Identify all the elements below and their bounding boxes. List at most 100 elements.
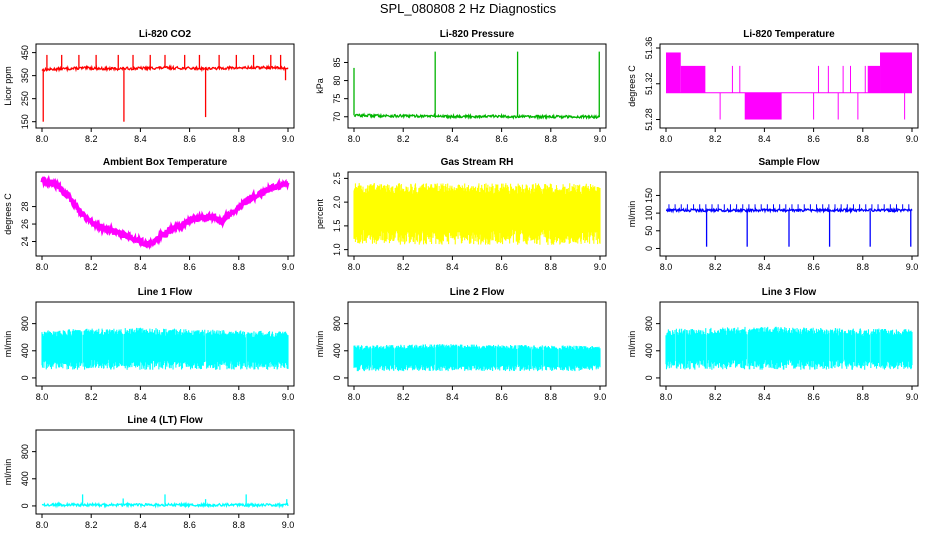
plot-frame xyxy=(659,301,919,387)
y-tick-label: 85 xyxy=(332,57,342,67)
plot-frame xyxy=(35,171,295,257)
x-tick-label: 8.2 xyxy=(709,392,722,402)
y-axis-label: degrees C xyxy=(3,193,13,235)
y-axis-label: degrees C xyxy=(627,65,637,107)
y-tick-label: 1.5 xyxy=(332,220,342,233)
y-axis-label: percent xyxy=(315,198,325,229)
x-tick-label: 8.8 xyxy=(233,392,246,402)
x-tick-label: 8.2 xyxy=(709,134,722,144)
chart-title: Li-820 CO2 xyxy=(139,29,192,40)
x-tick-label: 8.8 xyxy=(233,134,246,144)
x-tick-label: 8.2 xyxy=(85,392,98,402)
x-tick-label: 8.4 xyxy=(134,262,147,272)
x-tick-label: 8.4 xyxy=(134,392,147,402)
x-tick-label: 8.0 xyxy=(36,262,49,272)
x-tick-label: 8.8 xyxy=(233,520,246,530)
x-tick-label: 8.0 xyxy=(660,392,673,402)
y-tick-label: 350 xyxy=(20,68,30,83)
y-tick-label: 51.32 xyxy=(644,72,654,95)
y-tick-label: 800 xyxy=(644,316,654,331)
figure-title: SPL_080808 2 Hz Diagnostics xyxy=(379,1,557,16)
x-tick-label: 8.8 xyxy=(545,262,558,272)
x-tick-label: 9.0 xyxy=(906,134,919,144)
series-5 xyxy=(353,183,601,245)
plot-frame xyxy=(659,171,919,257)
x-tick-label: 8.6 xyxy=(183,262,196,272)
y-tick-label: 100 xyxy=(644,206,654,221)
chart-panel-6: Sample Flow ml/min 8.0 8.2 8.4 8.6 8.8 9.0 0 50 10… xyxy=(627,157,919,272)
x-tick-label: 8.8 xyxy=(233,262,246,272)
chart-panel-2: Li-820 Pressure kPa 8.0 8.2 8.4 8.6 8.8 9.0 70 75… xyxy=(315,29,607,144)
y-tick-label: 800 xyxy=(332,316,342,331)
x-tick-label: 8.2 xyxy=(397,392,410,402)
y-tick-label: 400 xyxy=(644,343,654,358)
x-tick-label: 8.4 xyxy=(134,134,147,144)
x-tick-label: 8.6 xyxy=(183,392,196,402)
x-tick-label: 8.4 xyxy=(446,262,459,272)
x-tick-label: 8.0 xyxy=(660,134,673,144)
plot-frame xyxy=(347,171,607,257)
chart-title: Ambient Box Temperature xyxy=(103,157,228,168)
y-axis-label: Licor ppm xyxy=(3,66,13,106)
temperature-band xyxy=(744,92,782,120)
chart-panel-10: Line 4 (LT) Flow ml/min 8.0 8.2 8.4 8.6 8.8 9.0… xyxy=(3,415,295,530)
y-axis-label: ml/min xyxy=(627,201,637,228)
series-band xyxy=(41,327,289,370)
chart-panel-1: Li-820 CO2 Licor ppm 8.0 8.2 8.4 8.6 8.8 9.0 150… xyxy=(3,29,295,144)
x-tick-label: 8.6 xyxy=(183,134,196,144)
x-tick-label: 8.6 xyxy=(807,392,820,402)
chart-title: Line 1 Flow xyxy=(138,287,193,298)
chart-title: Gas Stream RH xyxy=(441,157,514,168)
x-tick-label: 8.0 xyxy=(348,134,361,144)
x-tick-label: 8.0 xyxy=(348,392,361,402)
chart-title: Line 3 Flow xyxy=(762,287,817,298)
y-tick-label: 0 xyxy=(20,503,30,508)
x-tick-label: 9.0 xyxy=(594,262,607,272)
y-axis-label: ml/min xyxy=(627,331,637,358)
chart-title: Line 4 (LT) Flow xyxy=(127,415,203,426)
chart-panel-5: Gas Stream RH percent 8.0 8.2 8.4 8.6 8.8 9.0 1.… xyxy=(315,157,607,272)
x-tick-label: 8.4 xyxy=(758,392,771,402)
series-6 xyxy=(665,204,913,247)
y-tick-label: 26 xyxy=(20,219,30,229)
y-tick-label: 70 xyxy=(332,112,342,122)
y-tick-label: 0 xyxy=(332,375,342,380)
y-tick-label: 51.28 xyxy=(644,108,654,131)
x-tick-label: 8.2 xyxy=(709,262,722,272)
y-axis-label: ml/min xyxy=(3,331,13,358)
y-tick-label: 51.36 xyxy=(644,37,654,60)
x-tick-label: 8.6 xyxy=(807,262,820,272)
series-band xyxy=(665,326,913,370)
x-tick-label: 9.0 xyxy=(282,262,295,272)
plot-frame xyxy=(35,429,295,515)
y-axis-label: ml/min xyxy=(3,459,13,486)
y-axis-label: kPa xyxy=(315,78,325,94)
temperature-band xyxy=(666,52,681,93)
series-9 xyxy=(665,326,913,370)
y-tick-label: 150 xyxy=(20,114,30,129)
series-10 xyxy=(41,494,289,509)
x-tick-label: 8.6 xyxy=(807,134,820,144)
temperature-band xyxy=(880,52,912,93)
x-tick-label: 8.6 xyxy=(495,392,508,402)
x-tick-label: 9.0 xyxy=(282,134,295,144)
series-line-band xyxy=(40,177,290,250)
y-tick-label: 150 xyxy=(644,188,654,203)
x-tick-label: 8.0 xyxy=(36,392,49,402)
x-tick-label: 8.4 xyxy=(758,134,771,144)
chart-panel-8: Line 2 Flow ml/min 8.0 8.2 8.4 8.6 8.8 9.0 0 400 8… xyxy=(315,287,607,402)
plot-frame xyxy=(659,43,919,129)
plot-frame xyxy=(347,43,607,129)
series-8 xyxy=(353,344,601,372)
x-tick-label: 8.8 xyxy=(857,262,870,272)
y-tick-label: 28 xyxy=(20,202,30,212)
x-tick-label: 8.8 xyxy=(857,392,870,402)
x-tick-label: 8.6 xyxy=(495,262,508,272)
y-tick-label: 0 xyxy=(644,246,654,251)
x-tick-label: 8.6 xyxy=(183,520,196,530)
chart-panel-4: Ambient Box Temperature degrees C 8.0 8.2 8.… xyxy=(3,157,295,272)
series-1 xyxy=(41,54,289,122)
y-tick-label: 800 xyxy=(20,444,30,459)
x-tick-label: 9.0 xyxy=(906,262,919,272)
